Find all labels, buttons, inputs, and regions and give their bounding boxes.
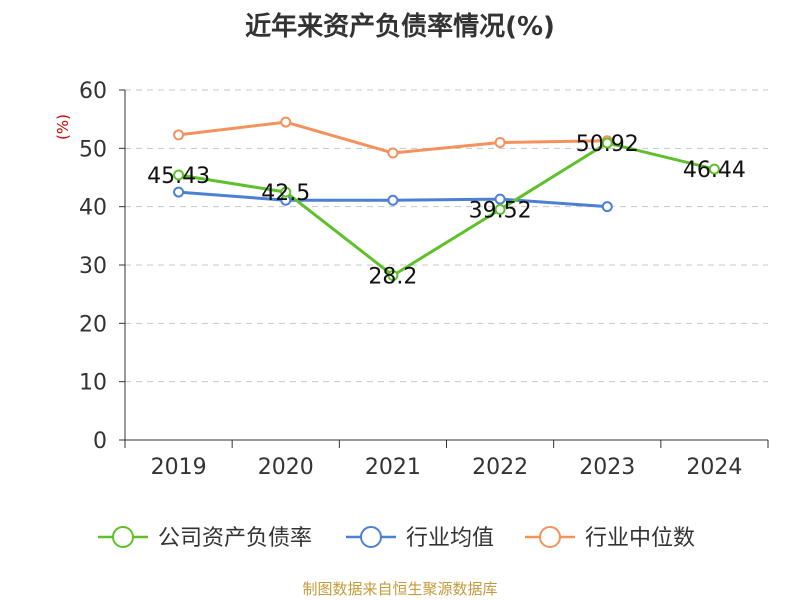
chart-title: 近年来资产负债率情况(%) [245, 12, 555, 42]
data-label: 45.43 [147, 164, 210, 189]
legend-item[interactable]: 行业中位数 [525, 526, 695, 551]
legend-item[interactable]: 行业均值 [346, 526, 494, 551]
series-group [173, 116, 720, 281]
y-tick-label: 60 [79, 79, 107, 104]
legend-item[interactable]: 公司资产负债率 [98, 526, 312, 551]
x-tick-label: 2020 [258, 455, 314, 480]
x-axis-ticks: 2019 2020 2021 2022 2023 2024 [124, 440, 769, 480]
data-label: 50.92 [576, 132, 639, 157]
legend-marker [112, 526, 134, 548]
data-point [173, 169, 185, 181]
y-tick-label: 20 [79, 312, 107, 337]
data-point [280, 186, 292, 198]
x-tick-label: 2019 [151, 455, 207, 480]
grid-lines [125, 89, 768, 383]
data-point [387, 194, 399, 206]
data-label: 28.2 [368, 265, 417, 290]
x-tick-label: 2024 [686, 455, 742, 480]
data-point [494, 137, 506, 148]
data-label: 39.52 [469, 198, 532, 223]
x-tick-label: 2023 [579, 455, 635, 480]
series-line-0 [178, 141, 715, 277]
data-point [173, 129, 185, 141]
data-point [280, 116, 292, 128]
data-label: 46.44 [683, 158, 746, 183]
legend: 公司资产负债率 行业均值 行业中位数 [98, 526, 695, 551]
x-tick-label: 2021 [365, 455, 421, 480]
data-point [601, 137, 613, 149]
y-tick-label: 50 [79, 137, 107, 162]
x-tick-label: 2022 [472, 455, 528, 480]
y-tick-label: 0 [93, 429, 107, 454]
data-point [387, 270, 399, 281]
data-label: 42.5 [261, 181, 310, 206]
data-source-note: 制图数据来自恒生聚源数据库 [302, 580, 498, 598]
legend-label: 行业中位数 [585, 526, 695, 551]
y-axis-ticks: 0 10 20 30 40 50 60 [79, 79, 125, 454]
data-point [173, 186, 185, 198]
data-point [708, 163, 720, 175]
y-tick-label: 10 [79, 371, 107, 396]
data-point [494, 203, 506, 215]
legend-marker [539, 526, 561, 548]
legend-marker [360, 526, 382, 548]
data-labels: 45.43 42.5 28.2 39.52 50.92 46.44 [147, 132, 746, 290]
data-point [601, 201, 613, 213]
data-point [387, 147, 399, 159]
legend-label: 行业均值 [406, 526, 494, 551]
y-axis-unit-label: (%) [54, 114, 72, 140]
y-tick-label: 40 [79, 196, 107, 221]
legend-label: 公司资产负债率 [158, 526, 312, 551]
data-point [494, 193, 506, 205]
y-tick-label: 30 [79, 254, 107, 279]
